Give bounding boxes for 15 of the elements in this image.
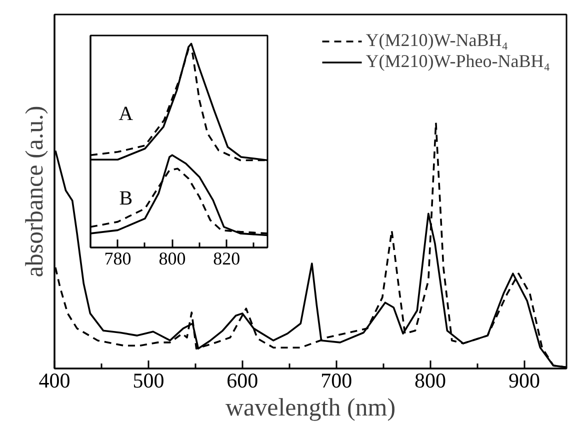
x-tick-label: 700 <box>320 368 352 392</box>
x-tick-label: 800 <box>158 248 186 268</box>
x-tick-label: 900 <box>508 368 540 392</box>
x-tick-label: 500 <box>132 368 164 392</box>
annotation: B <box>119 188 133 210</box>
x-tick-label: 400 <box>38 368 70 392</box>
x-axis-title: wavelength (nm) <box>225 394 396 422</box>
x-tick-label: 800 <box>414 368 446 392</box>
x-tick-label: 600 <box>226 368 258 392</box>
legend-label: Y(M210)W-NaBH₄ <box>366 30 508 51</box>
x-tick-label: 780 <box>104 248 132 268</box>
legend-label: Y(M210)W-Pheo-NaBH₄ <box>366 51 550 72</box>
x-tick-label: 820 <box>213 248 240 268</box>
y-axis-title: absorbance (a.u.) <box>22 106 48 278</box>
annotation: A <box>118 102 134 125</box>
